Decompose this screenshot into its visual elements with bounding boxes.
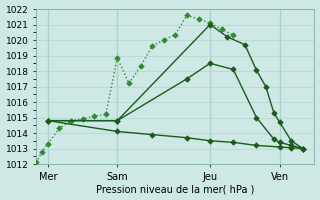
X-axis label: Pression niveau de la mer( hPa ): Pression niveau de la mer( hPa ): [96, 184, 254, 194]
